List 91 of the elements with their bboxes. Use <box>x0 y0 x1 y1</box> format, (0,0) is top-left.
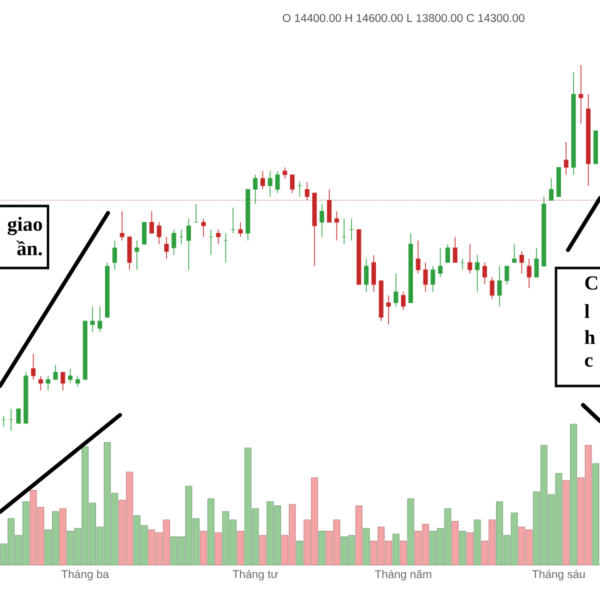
bar <box>362 528 370 566</box>
annotation: h <box>584 330 596 344</box>
bar <box>466 532 474 566</box>
candlestick <box>290 174 295 194</box>
candlestick <box>260 170 265 190</box>
candlestick <box>90 306 95 332</box>
candlestick <box>445 244 450 263</box>
candlestick <box>468 244 472 274</box>
bar <box>570 424 577 566</box>
bar <box>592 463 600 566</box>
candlestick <box>416 240 420 274</box>
candlestick <box>371 254 376 292</box>
annotation: C <box>585 276 598 290</box>
candlestick <box>75 375 80 388</box>
candlestick <box>149 210 154 234</box>
bar <box>355 506 362 566</box>
candlestick <box>216 229 221 245</box>
bar <box>200 530 207 566</box>
candlestick <box>134 240 140 270</box>
candlestick <box>156 222 162 245</box>
bar <box>407 498 414 566</box>
bar <box>452 521 459 566</box>
bar <box>259 535 266 566</box>
candlestick <box>120 210 124 241</box>
candlestick <box>223 232 228 263</box>
annotation: ần. <box>16 240 42 256</box>
candlestick <box>172 229 176 256</box>
candlestick <box>304 182 310 201</box>
text: O 14400.00 H 14600.00 L 13800.00 C 14300.00 <box>282 14 524 22</box>
candlestick <box>31 354 36 380</box>
candlestick <box>60 372 66 391</box>
candlestick <box>438 247 443 278</box>
candlestick <box>253 174 258 204</box>
candlestick <box>534 247 539 278</box>
candlestick <box>53 364 58 380</box>
candlestick <box>38 375 43 391</box>
candlestick <box>230 207 236 234</box>
x-tick-label: Tháng ba <box>61 570 110 580</box>
candlestick <box>394 273 398 307</box>
candlestick <box>327 188 332 223</box>
annotation: c <box>584 357 593 367</box>
candlestick <box>386 295 391 326</box>
candlestick <box>452 236 458 263</box>
bar <box>237 530 244 566</box>
candlestick <box>460 258 465 270</box>
candlestick <box>238 222 243 238</box>
candlestick <box>364 258 369 292</box>
bar <box>459 530 466 566</box>
candlestick <box>430 266 436 292</box>
candlestick <box>112 240 117 270</box>
candlestick <box>490 276 494 300</box>
candlestick <box>526 258 532 288</box>
bar <box>59 508 66 566</box>
bar <box>392 534 400 566</box>
candlestick <box>349 218 354 241</box>
candlestick <box>164 236 169 260</box>
candlestick <box>68 368 73 384</box>
candlestick <box>401 291 406 310</box>
x-tick-label: Tháng năm <box>374 570 432 580</box>
candlestick <box>98 306 102 332</box>
bar <box>318 530 326 566</box>
candlestick <box>320 204 324 238</box>
candlestick <box>423 262 428 292</box>
candlestick <box>201 218 206 238</box>
candlestick <box>268 170 272 198</box>
annotation: l <box>584 304 590 318</box>
candlestick <box>578 64 584 124</box>
candlestick <box>549 178 554 201</box>
candlestick <box>282 166 288 179</box>
x-tick-label: Tháng tư <box>232 570 278 580</box>
candlestick <box>564 141 568 176</box>
candlestick <box>46 375 50 391</box>
candlestick <box>475 254 480 292</box>
candlestick <box>334 210 339 241</box>
bar <box>562 480 570 566</box>
candlestick <box>275 170 280 194</box>
bar <box>214 532 222 566</box>
candlestick <box>519 251 524 274</box>
candlestick <box>497 266 502 307</box>
bar <box>400 540 407 566</box>
x-tick-label: Tháng sáu <box>532 570 585 580</box>
bar <box>207 498 214 566</box>
candlestick <box>142 222 147 244</box>
candlestick <box>482 262 487 285</box>
bar <box>474 520 481 566</box>
bar <box>296 540 304 566</box>
candlestick <box>16 408 21 424</box>
annotation: giao <box>8 216 42 236</box>
candlestick <box>504 266 510 285</box>
candlestick <box>186 218 191 270</box>
candlestick <box>512 244 517 263</box>
